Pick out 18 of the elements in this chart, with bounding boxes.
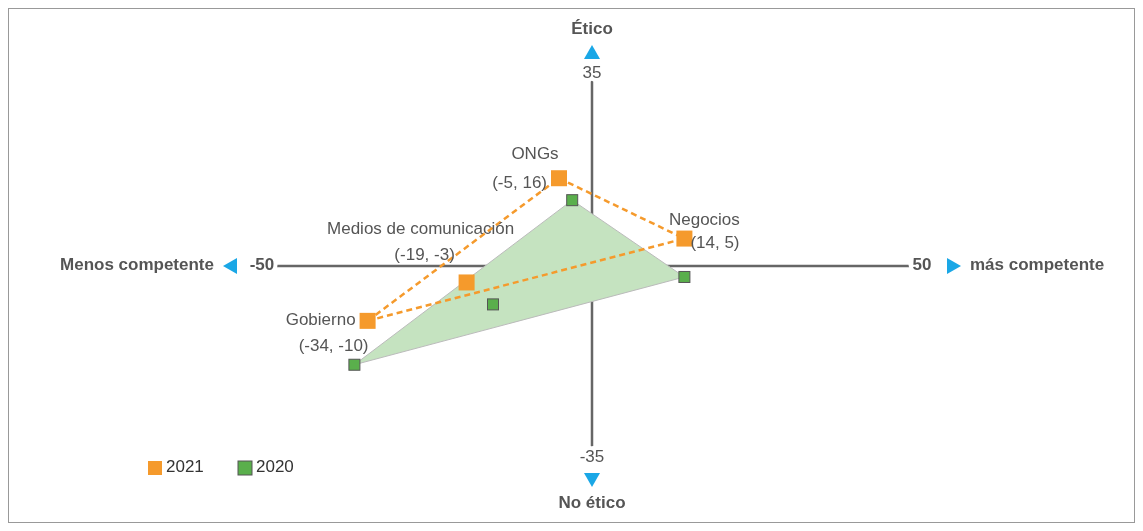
y-axis-title: Ético: [571, 19, 613, 39]
annotation: Medios de comunicación: [327, 218, 515, 238]
annotation: Gobierno: [285, 310, 356, 330]
x-axis-title: más competente: [970, 255, 1105, 275]
legend-label: 2020: [256, 457, 294, 477]
text: No ético: [558, 493, 626, 513]
data-label: (-34, -10): [298, 336, 369, 356]
text: Menos competente: [60, 255, 214, 275]
y-tick-label: 35: [582, 63, 602, 83]
data-label: (-5, 16): [492, 172, 547, 192]
annotation: Negocios: [668, 210, 740, 230]
annotation: ONGs: [511, 143, 559, 163]
y-tick-label: -35: [579, 447, 605, 467]
data-label: (-19, -3): [394, 244, 455, 264]
x-tick-label: 50: [912, 255, 932, 275]
x-tick-label: -50: [249, 255, 275, 275]
legend-label: 2021: [166, 457, 204, 477]
data-label: (14, 5): [690, 233, 740, 253]
